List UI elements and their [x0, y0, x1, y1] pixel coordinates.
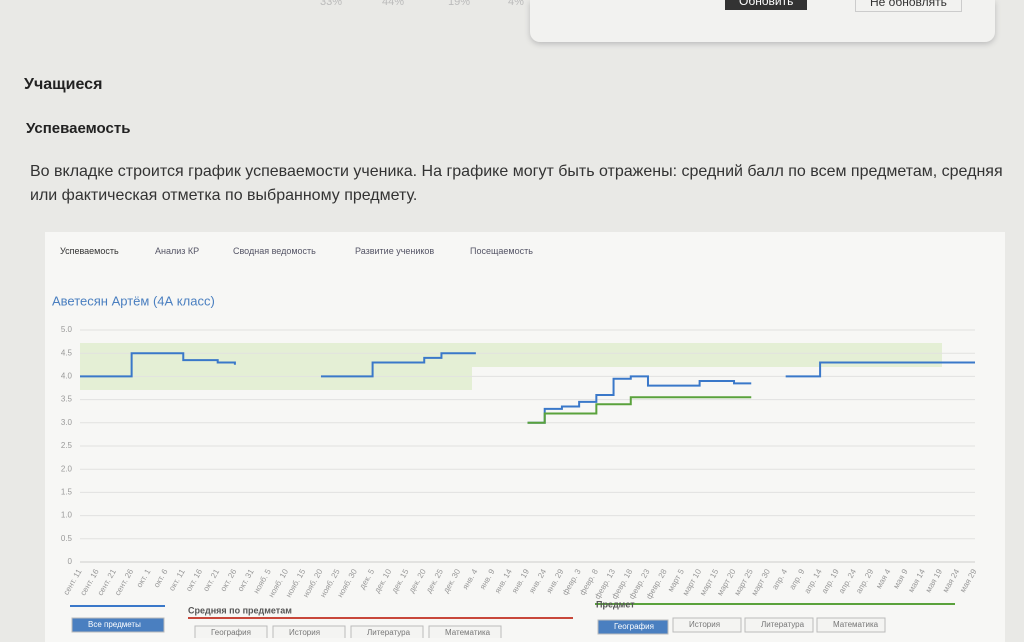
chart-title: Аветесян Артём (4А класс)	[52, 293, 215, 308]
legend-label: История	[689, 620, 720, 629]
x-tick-label: дек. 30	[441, 567, 462, 594]
section-title: Учащиеся	[24, 76, 103, 93]
y-tick-label: 4.5	[61, 348, 73, 357]
x-tick-label: мая 29	[958, 567, 979, 594]
checkbox[interactable]	[194, 625, 268, 638]
y-tick-label: 5.0	[61, 325, 73, 334]
legend-label: История	[289, 628, 320, 637]
x-tick-label: янв. 4	[461, 567, 480, 591]
checkbox[interactable]	[71, 617, 165, 633]
description: Во вкладке строится график успеваемости …	[30, 163, 1003, 204]
section-subtitle: Успеваемость	[26, 120, 131, 137]
checkbox[interactable]	[597, 619, 669, 635]
checkbox[interactable]	[428, 625, 502, 638]
legend-title: Предмет	[596, 599, 635, 609]
y-tick-label: 2.0	[61, 464, 73, 473]
top-bar: 33% 44% 19% 4% Обновить Не обновлять	[320, 0, 995, 42]
y-tick-label: 2.5	[61, 441, 73, 450]
percent: 4%	[508, 0, 524, 8]
percent: 44%	[382, 0, 405, 8]
x-tick-label: окт. 1	[135, 567, 153, 589]
series-line	[527, 396, 752, 424]
button[interactable]: Обновить	[725, 0, 808, 10]
y-tick-label: 0	[68, 557, 73, 566]
legend-label: География	[614, 622, 654, 631]
tab[interactable]: Развитие учеников	[355, 246, 435, 256]
x-tick-label: окт. 6	[152, 567, 170, 589]
checkbox[interactable]	[350, 625, 424, 638]
legend-label: География	[211, 628, 251, 637]
tab[interactable]: Успеваемость	[60, 246, 119, 256]
tab[interactable]: Анализ КР	[155, 246, 200, 256]
percent: 33%	[320, 0, 343, 8]
chart-panel: Успеваемость Анализ КР Сводная ведомость…	[45, 232, 1005, 642]
button[interactable]: Не обновлять	[855, 0, 962, 12]
x-tick-label: апр. 29	[854, 567, 875, 595]
legend-title: Средняя по предметам	[188, 605, 292, 615]
checkbox[interactable]	[672, 617, 742, 633]
legend-label: Все предметы	[88, 620, 141, 629]
legend-label: Литература	[761, 620, 805, 629]
tab[interactable]: Посещаемость	[470, 246, 533, 256]
y-tick-label: 0.5	[61, 534, 73, 543]
y-tick-label: 1.5	[61, 488, 73, 497]
checkbox[interactable]	[272, 625, 346, 638]
percent: 19%	[448, 0, 471, 8]
y-tick-label: 1.0	[61, 511, 73, 520]
y-tick-label: 3.5	[61, 395, 73, 404]
tab[interactable]: Сводная ведомость	[233, 246, 316, 256]
x-tick-label: апр. 4	[770, 567, 789, 591]
x-tick-label: мая 4	[874, 567, 893, 590]
checkbox[interactable]	[744, 617, 814, 633]
legend-label: Математика	[833, 620, 879, 629]
legend-label: Литература	[367, 628, 411, 637]
y-tick-label: 3.0	[61, 418, 73, 427]
y-tick-label: 4.0	[61, 372, 73, 381]
legend-label: Математика	[445, 628, 491, 637]
checkbox[interactable]	[816, 617, 886, 633]
band	[80, 343, 472, 390]
series-line	[80, 352, 975, 424]
